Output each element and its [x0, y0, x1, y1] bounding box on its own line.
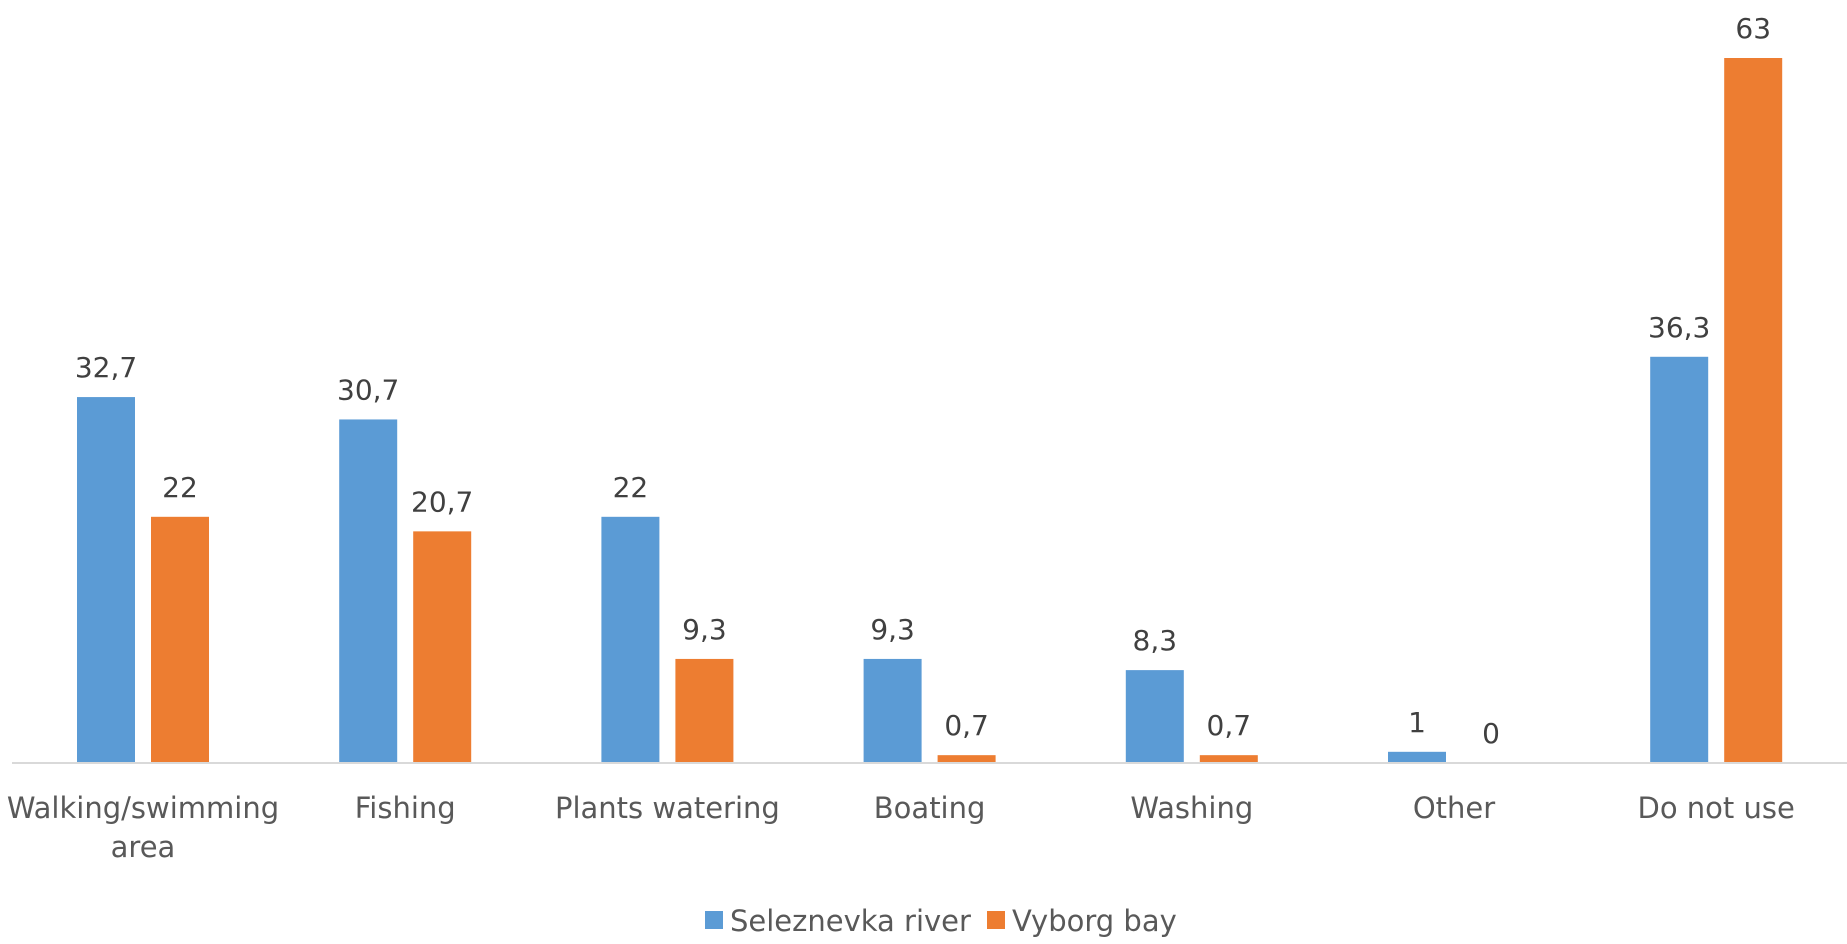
legend-label-1: Seleznevka river: [730, 904, 971, 938]
bar-series-2-4: [1199, 755, 1258, 763]
x-tick-label-3: Boating: [874, 791, 986, 825]
data-label-series-1-5: 1: [1408, 706, 1426, 739]
bar-series-1-3: [863, 658, 922, 763]
data-label-series-2-6: 63: [1735, 12, 1771, 45]
data-label-series-1-2: 22: [613, 471, 649, 504]
data-label-series-1-0: 32,7: [75, 351, 137, 384]
data-label-series-2-3: 0,7: [944, 709, 989, 742]
x-tick-label-4: Washing: [1130, 791, 1253, 825]
data-label-series-2-1: 20,7: [411, 485, 473, 518]
data-labels: 32,7 22 30,7 20,7 22 9,3 9,3 0,7 8,3 0,7 1 0 36,3 63: [75, 12, 1771, 750]
x-tick-labels: Walking/swimming area Fishing Plants wateri…: [7, 791, 1795, 864]
legend: Seleznevka river Vyborg bay: [705, 904, 1177, 938]
data-label-series-2-0: 22: [162, 471, 198, 504]
bar-series-1-6: [1650, 356, 1709, 763]
data-label-series-1-6: 36,3: [1648, 311, 1710, 344]
data-label-series-1-1: 30,7: [337, 373, 399, 406]
x-tick-label-6: Do not use: [1638, 791, 1795, 825]
bar-series-2-1: [413, 531, 472, 763]
legend-swatch-1: [705, 911, 723, 929]
x-tick-label-1: Fishing: [355, 791, 456, 825]
x-tick-label-5: Other: [1413, 791, 1495, 825]
bar-series-2-3: [937, 755, 996, 763]
data-label-series-2-5: 0: [1482, 717, 1500, 750]
bar-series-2-0: [151, 516, 209, 763]
bar-series-1-2: [601, 516, 660, 763]
data-label-series-2-4: 0,7: [1207, 709, 1252, 742]
legend-swatch-2: [987, 911, 1005, 929]
bar-series-1-5: [1388, 751, 1446, 763]
data-label-series-1-3: 9,3: [870, 613, 915, 646]
data-label-series-1-4: 8,3: [1133, 624, 1178, 657]
bar-series-1-4: [1125, 670, 1184, 763]
data-label-series-2-2: 9,3: [682, 613, 727, 646]
x-tick-label-2: Plants watering: [555, 791, 780, 825]
bar-series-2-6: [1724, 58, 1783, 763]
legend-label-2: Vyborg bay: [1012, 904, 1177, 938]
bars: [77, 58, 1783, 763]
bar-series-1-0: [77, 397, 135, 763]
bar-series-1-1: [339, 419, 398, 763]
x-tick-label-0: Walking/swimming area: [7, 791, 279, 864]
bar-series-2-2: [675, 658, 734, 763]
